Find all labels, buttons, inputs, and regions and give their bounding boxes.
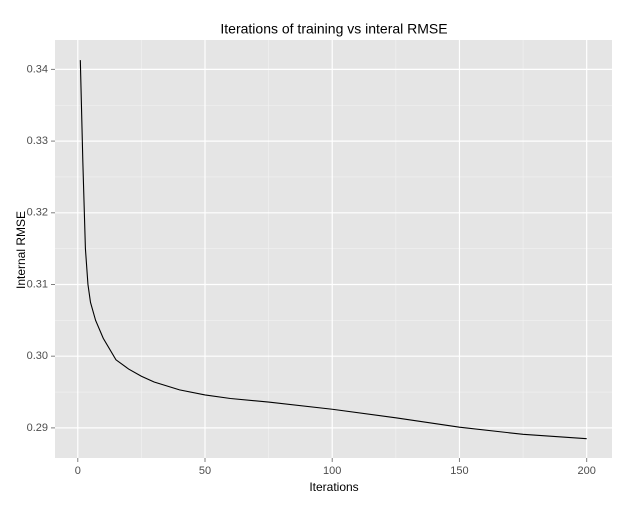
x-tick-label: 150 <box>450 465 468 477</box>
y-tick-label: 0.31 <box>27 278 48 290</box>
x-axis-label: Iterations <box>309 480 358 494</box>
y-tick-label: 0.32 <box>27 207 48 219</box>
chart-title: Iterations of training vs interal RMSE <box>220 21 447 37</box>
y-tick-label: 0.29 <box>27 422 48 434</box>
plot-panel <box>55 40 612 458</box>
y-tick-label: 0.34 <box>27 63 48 75</box>
x-tick-label: 50 <box>199 465 211 477</box>
y-axis-label: Internal RMSE <box>14 211 28 289</box>
y-tick-label: 0.33 <box>27 135 48 147</box>
x-tick-label: 100 <box>323 465 341 477</box>
y-tick-label: 0.30 <box>27 350 48 362</box>
data-line <box>79 60 587 440</box>
x-tick-label: 0 <box>75 465 81 477</box>
x-tick-label: 200 <box>578 465 596 477</box>
